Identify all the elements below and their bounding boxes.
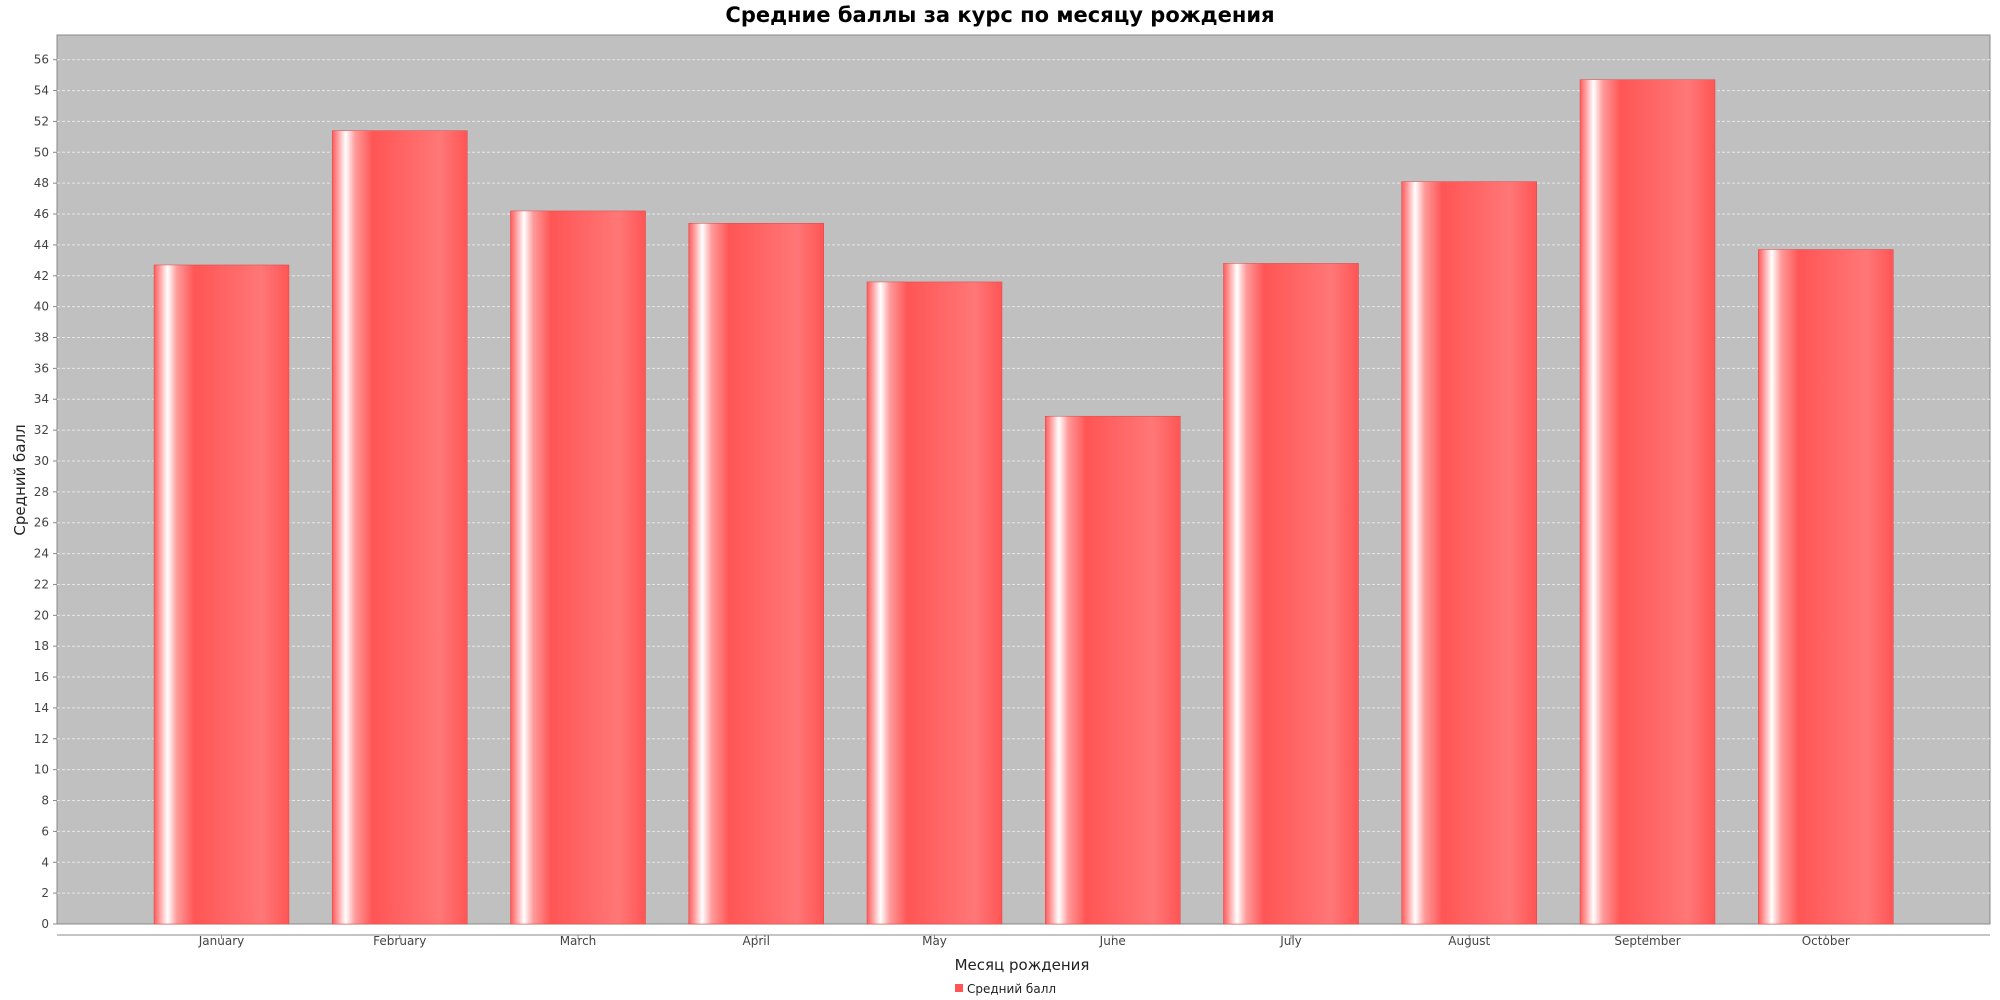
y-tick-label: 20 xyxy=(34,608,49,622)
bar-april xyxy=(688,223,824,925)
y-tick-label: 40 xyxy=(34,300,49,314)
x-tick-label: July xyxy=(1279,934,1302,948)
x-tick-label: April xyxy=(743,934,770,948)
x-tick-label: August xyxy=(1448,934,1490,948)
y-tick-label: 22 xyxy=(34,577,49,591)
y-tick-label: 32 xyxy=(34,423,49,437)
legend-label: Средний балл xyxy=(967,982,1056,996)
x-tick-label: March xyxy=(560,934,597,948)
y-tick-label: 4 xyxy=(41,855,49,869)
x-axis-ticks: January February March April May June July Augu… xyxy=(198,934,1850,948)
bar-february xyxy=(332,130,468,925)
bars xyxy=(153,79,1894,925)
y-tick-label: 44 xyxy=(34,238,49,252)
y-axis-ticks: 0246810121416182022242628303234363840424… xyxy=(34,53,57,931)
x-axis-label: Месяц рождения xyxy=(955,956,1090,974)
bar-june xyxy=(1045,415,1181,925)
x-tick-label: June xyxy=(1099,934,1126,948)
y-tick-label: 26 xyxy=(34,516,49,530)
y-tick-label: 42 xyxy=(34,269,49,283)
y-tick-label: 30 xyxy=(34,454,49,468)
x-tick-label: October xyxy=(1802,934,1850,948)
y-tick-label: 56 xyxy=(34,53,49,67)
bar-august xyxy=(1401,181,1537,925)
x-tick-label: January xyxy=(198,934,245,948)
x-tick-label: February xyxy=(373,934,426,948)
legend: Средний балл xyxy=(955,982,1056,996)
x-tick-label: September xyxy=(1614,934,1680,948)
y-tick-label: 28 xyxy=(34,485,49,499)
y-tick-label: 6 xyxy=(41,824,49,838)
bar-january xyxy=(153,264,290,925)
y-tick-label: 34 xyxy=(34,392,49,406)
y-tick-label: 10 xyxy=(34,763,49,777)
y-tick-label: 36 xyxy=(34,361,49,375)
y-tick-label: 38 xyxy=(34,331,49,345)
bar-september xyxy=(1579,79,1716,925)
y-tick-label: 52 xyxy=(34,114,49,128)
bar-may xyxy=(866,281,1003,925)
chart-title: Средние баллы за курс по месяцу рождения xyxy=(725,3,1274,27)
y-tick-label: 8 xyxy=(41,794,49,808)
y-tick-label: 18 xyxy=(34,639,49,653)
y-tick-label: 48 xyxy=(34,176,49,190)
y-tick-label: 46 xyxy=(34,207,49,221)
legend-swatch xyxy=(955,984,963,992)
y-tick-label: 0 xyxy=(41,917,49,931)
bar-october xyxy=(1758,249,1894,925)
bar-march xyxy=(510,210,646,925)
y-tick-label: 12 xyxy=(34,732,49,746)
y-tick-label: 24 xyxy=(34,547,49,561)
y-axis-label: Средний балл xyxy=(11,424,29,535)
y-tick-label: 16 xyxy=(34,670,49,684)
y-tick-label: 14 xyxy=(34,701,49,715)
bar-july xyxy=(1223,263,1359,925)
y-tick-label: 54 xyxy=(34,84,49,98)
x-tick-label: May xyxy=(922,934,947,948)
y-tick-label: 2 xyxy=(41,886,49,900)
y-tick-label: 50 xyxy=(34,145,49,159)
